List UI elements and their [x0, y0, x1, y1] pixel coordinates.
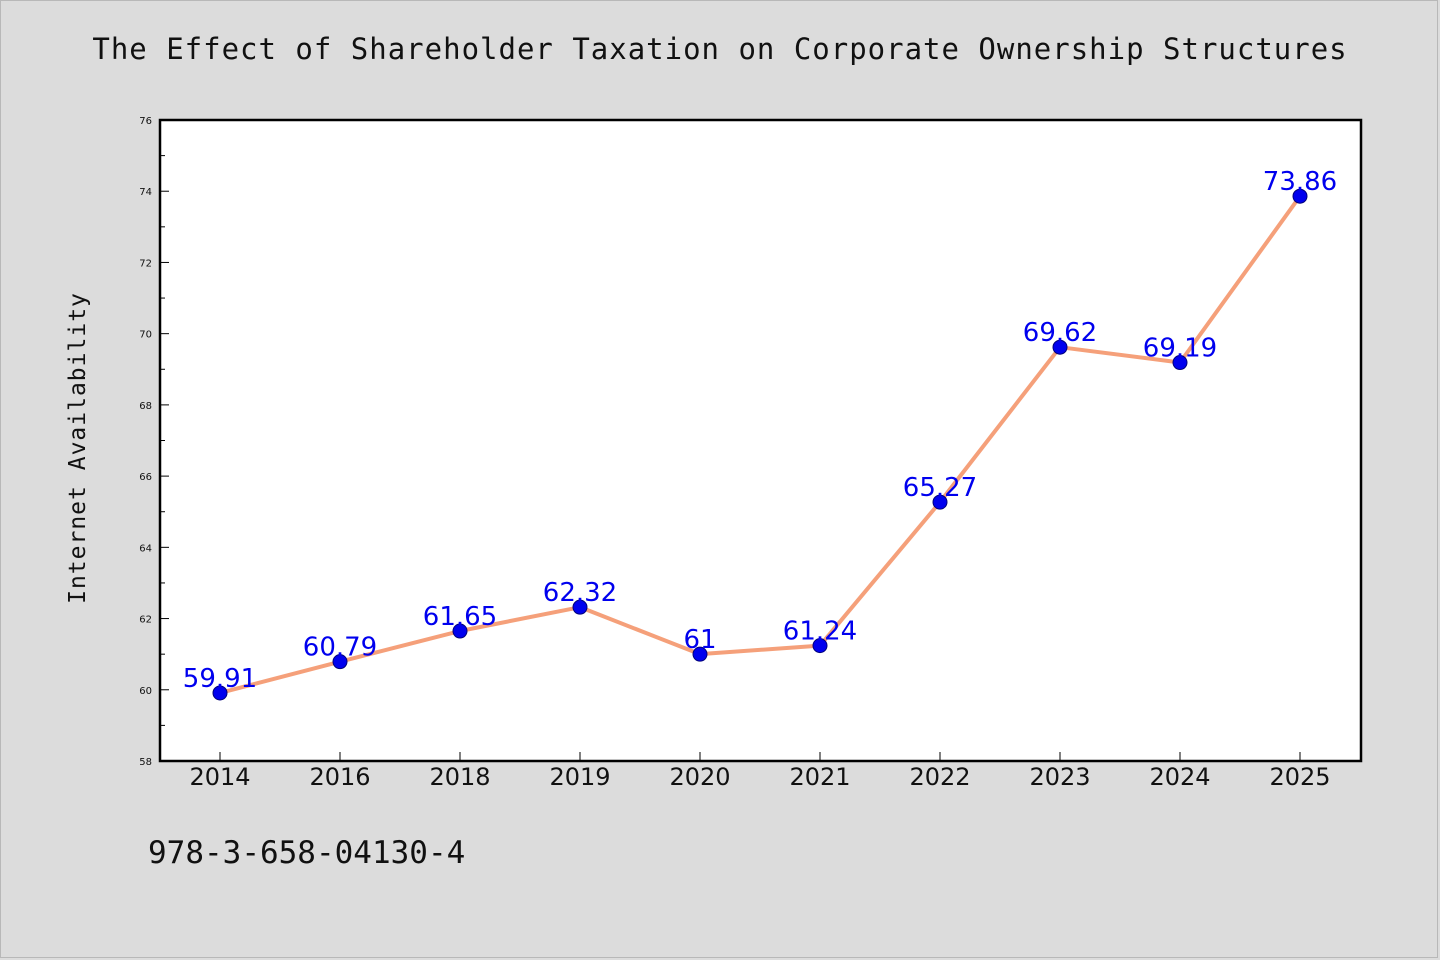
- x-tick-label: 2020: [669, 763, 730, 791]
- data-label: 59.91: [183, 664, 257, 694]
- data-point: [572, 599, 588, 615]
- x-tick-label: 2024: [1149, 763, 1210, 791]
- data-label: 61.24: [783, 617, 857, 647]
- data-label: 69.19: [1143, 334, 1217, 364]
- data-point: [452, 623, 468, 639]
- y-tick-label: 72: [139, 258, 152, 269]
- y-tick-label: 66: [139, 472, 152, 483]
- x-tick-label: 2016: [309, 763, 370, 791]
- data-label: 61: [683, 625, 716, 655]
- data-point: [932, 494, 948, 510]
- chart-title: The Effect of Shareholder Taxation on Co…: [92, 32, 1348, 66]
- data-point: [1172, 355, 1188, 371]
- data-point: [1052, 339, 1068, 355]
- series-line: [219, 195, 1302, 695]
- data-point: [812, 638, 828, 654]
- y-tick-label: 68: [139, 401, 152, 412]
- data-point: [692, 646, 708, 662]
- y-tick-label: 62: [139, 615, 152, 626]
- x-tick-label: 2014: [189, 763, 250, 791]
- data-point: [212, 685, 228, 701]
- data-label: 73.86: [1263, 167, 1337, 197]
- x-tick-label: 2023: [1029, 763, 1090, 791]
- isbn-text: 978-3-658-04130-4: [148, 835, 466, 871]
- data-label: 62.32: [543, 578, 617, 608]
- y-tick-label: 60: [139, 686, 152, 697]
- data-label: 61.65: [423, 602, 497, 632]
- data-point: [1292, 188, 1308, 204]
- y-tick-label: 74: [139, 187, 152, 198]
- y-tick-label: 70: [139, 330, 152, 341]
- data-label: 69.62: [1023, 318, 1097, 348]
- y-tick-label: 58: [139, 757, 152, 768]
- x-tick-label: 2019: [549, 763, 610, 791]
- data-point: [332, 654, 348, 670]
- plot-area: [158, 118, 1363, 763]
- x-tick-label: 2025: [1269, 763, 1330, 791]
- y-tick-label: 64: [139, 543, 152, 554]
- data-label: 60.79: [303, 633, 377, 663]
- x-tick-label: 2021: [789, 763, 850, 791]
- data-label: 65.27: [903, 473, 977, 503]
- x-tick-label: 2022: [909, 763, 970, 791]
- x-tick-label: 2018: [429, 763, 490, 791]
- y-tick-label: 76: [139, 116, 152, 127]
